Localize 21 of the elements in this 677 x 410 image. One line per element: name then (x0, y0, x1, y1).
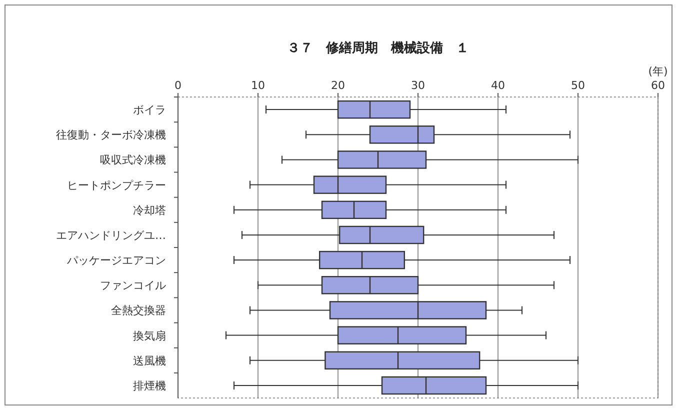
y-tick-label: 送風機 (133, 354, 166, 368)
y-tick-label: 吸収式冷凍機 (100, 154, 166, 167)
x-tick-label: 30 (411, 79, 425, 92)
x-tick-label: 20 (331, 79, 345, 92)
x-tick-label: 50 (571, 79, 585, 92)
y-tick-label: ボイラ (133, 104, 166, 117)
y-tick-label: ファンコイル (100, 279, 166, 292)
x-tick-label: 10 (251, 79, 265, 92)
chart-title: ３７ 修繕周期 機械設備 １ (287, 40, 469, 56)
x-axis-title: (年) (648, 65, 668, 78)
y-tick-label: 往復動・ターボ冷凍機 (56, 128, 166, 142)
y-tick-label: パッケージエアコン (66, 254, 166, 268)
x-tick-label: 40 (491, 79, 505, 92)
y-tick-label: エアハンドリングユ… (56, 228, 166, 242)
y-tick-label: 冷却塔 (133, 204, 166, 217)
y-tick-label: 排煙機 (133, 379, 166, 392)
y-tick-label: 換気扇 (133, 329, 166, 342)
x-tick-label: 0 (174, 79, 182, 92)
x-tick-label: 60 (651, 79, 665, 92)
y-tick-label: ヒートポンプチラー (67, 178, 166, 192)
y-tick-label: 全熱交換器 (111, 304, 166, 318)
